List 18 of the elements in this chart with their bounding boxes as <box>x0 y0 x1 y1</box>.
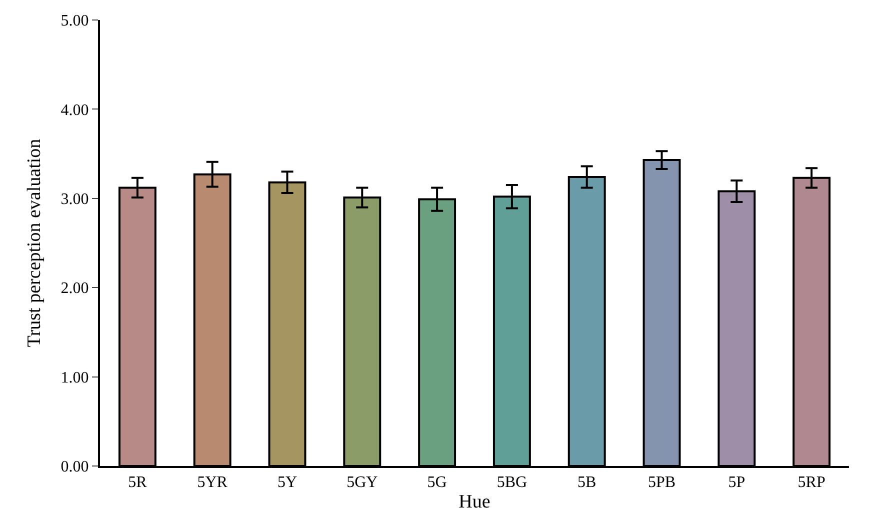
x-tick-label: 5BG <box>496 474 528 492</box>
x-tick-label: 5GY <box>346 474 378 492</box>
x-axis-title: Hue <box>458 492 490 512</box>
x-tick-label: 5B <box>578 474 596 492</box>
y-tick-label: 4.00 <box>60 102 89 119</box>
y-tick-label: 0.00 <box>60 458 89 476</box>
x-tick-label: 5PB <box>648 474 676 492</box>
x-tick-label: 5G <box>427 474 448 492</box>
x-tick-label: 5Y <box>277 474 298 492</box>
y-tick-label: 3.00 <box>60 191 89 208</box>
x-tick-label: 5P <box>728 474 746 492</box>
x-tick-label: 5YR <box>197 474 228 492</box>
y-tick-label: 1.00 <box>60 369 89 386</box>
x-tick-label: 5RP <box>798 474 826 492</box>
y-tick-label: 2.00 <box>60 280 89 298</box>
y-axis-title: Trust perception evaluation <box>24 138 46 348</box>
x-tick-label: 5R <box>128 474 148 492</box>
y-tick-label: 5.00 <box>60 12 89 30</box>
